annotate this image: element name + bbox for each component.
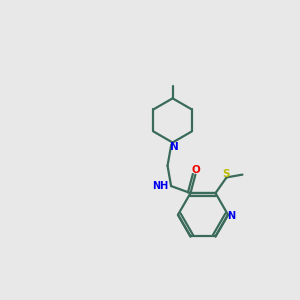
Text: O: O (191, 165, 200, 175)
Text: NH: NH (152, 181, 168, 191)
Text: S: S (223, 169, 230, 178)
Text: N: N (170, 142, 178, 152)
Text: N: N (227, 211, 236, 221)
